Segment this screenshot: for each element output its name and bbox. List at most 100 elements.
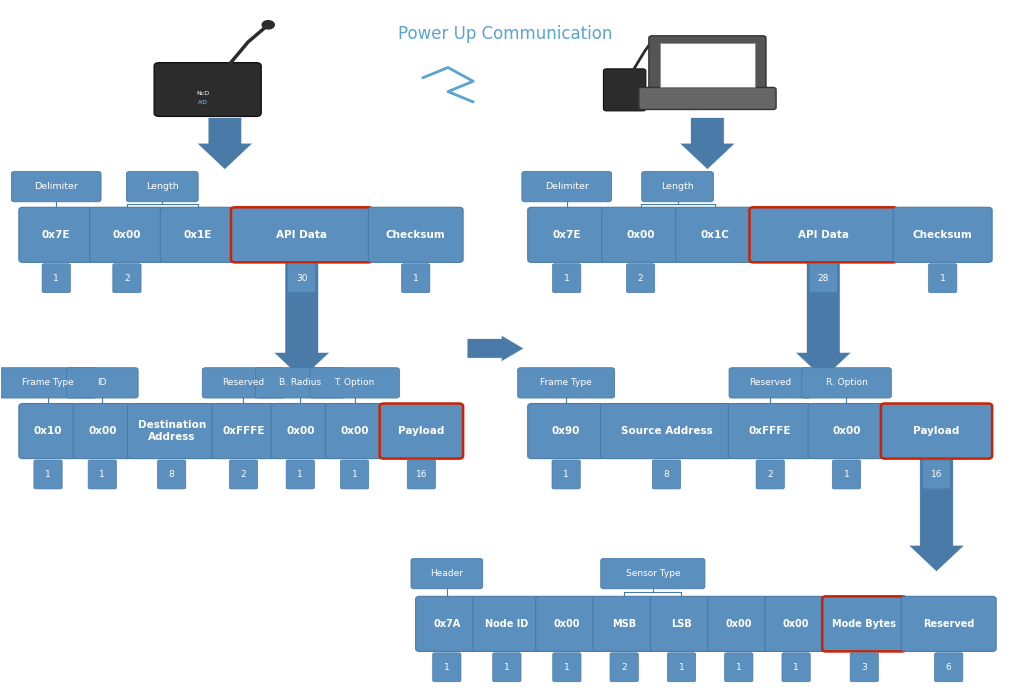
FancyBboxPatch shape xyxy=(593,596,655,651)
Text: 6: 6 xyxy=(946,663,951,672)
Text: 0x10: 0x10 xyxy=(33,426,63,436)
Text: 0x90: 0x90 xyxy=(552,426,580,436)
Text: 0x00: 0x00 xyxy=(341,426,369,436)
FancyBboxPatch shape xyxy=(271,404,330,459)
Text: 1: 1 xyxy=(563,470,569,479)
Text: API Data: API Data xyxy=(276,230,328,240)
Text: 0x00: 0x00 xyxy=(627,230,655,240)
FancyBboxPatch shape xyxy=(407,460,436,489)
Text: NcD: NcD xyxy=(196,91,209,96)
FancyBboxPatch shape xyxy=(708,596,770,651)
FancyBboxPatch shape xyxy=(518,368,615,398)
Text: 0x00: 0x00 xyxy=(286,426,314,436)
FancyBboxPatch shape xyxy=(256,368,345,398)
FancyArrow shape xyxy=(796,263,851,379)
FancyBboxPatch shape xyxy=(649,36,766,94)
FancyArrow shape xyxy=(467,335,524,362)
Text: 0xFFFE: 0xFFFE xyxy=(222,426,265,436)
Text: 8: 8 xyxy=(169,470,175,479)
FancyBboxPatch shape xyxy=(650,596,713,651)
FancyBboxPatch shape xyxy=(212,404,275,459)
Text: 1: 1 xyxy=(564,274,569,283)
Text: Length: Length xyxy=(146,182,179,191)
FancyBboxPatch shape xyxy=(934,653,962,682)
Text: 1: 1 xyxy=(444,663,450,672)
FancyBboxPatch shape xyxy=(326,404,384,459)
FancyBboxPatch shape xyxy=(725,653,753,682)
Text: Node ID: Node ID xyxy=(485,619,529,629)
FancyBboxPatch shape xyxy=(536,596,599,651)
Text: 1: 1 xyxy=(678,663,684,672)
Text: 0x00: 0x00 xyxy=(726,619,752,629)
FancyBboxPatch shape xyxy=(473,596,541,651)
FancyBboxPatch shape xyxy=(749,207,897,262)
FancyArrow shape xyxy=(679,118,735,170)
FancyBboxPatch shape xyxy=(401,264,430,293)
Text: 1: 1 xyxy=(843,470,849,479)
FancyBboxPatch shape xyxy=(309,368,399,398)
Text: 0x1C: 0x1C xyxy=(700,230,729,240)
Text: 1: 1 xyxy=(564,663,570,672)
Text: 2: 2 xyxy=(622,663,627,672)
FancyBboxPatch shape xyxy=(809,264,837,293)
Text: T. Option: T. Option xyxy=(335,378,375,387)
FancyBboxPatch shape xyxy=(202,368,285,398)
FancyBboxPatch shape xyxy=(639,88,776,110)
FancyBboxPatch shape xyxy=(553,264,581,293)
Text: 0x7E: 0x7E xyxy=(42,230,71,240)
FancyBboxPatch shape xyxy=(660,43,755,87)
FancyBboxPatch shape xyxy=(553,653,581,682)
FancyBboxPatch shape xyxy=(601,404,732,459)
FancyBboxPatch shape xyxy=(341,460,369,489)
FancyBboxPatch shape xyxy=(528,207,606,262)
FancyBboxPatch shape xyxy=(552,460,580,489)
Text: Frame Type: Frame Type xyxy=(22,378,74,387)
FancyBboxPatch shape xyxy=(416,596,478,651)
FancyBboxPatch shape xyxy=(602,207,679,262)
FancyBboxPatch shape xyxy=(492,653,521,682)
FancyBboxPatch shape xyxy=(67,368,139,398)
Text: 2: 2 xyxy=(124,274,129,283)
Text: 0x7A: 0x7A xyxy=(433,619,460,629)
Text: Delimiter: Delimiter xyxy=(545,182,588,191)
Text: 16: 16 xyxy=(931,470,942,479)
FancyBboxPatch shape xyxy=(601,558,705,589)
Text: ID: ID xyxy=(97,378,107,387)
FancyBboxPatch shape xyxy=(88,460,116,489)
Text: R. Option: R. Option xyxy=(826,378,867,387)
FancyBboxPatch shape xyxy=(19,404,77,459)
Text: 1: 1 xyxy=(412,274,419,283)
Text: 0x7E: 0x7E xyxy=(552,230,581,240)
FancyBboxPatch shape xyxy=(90,207,165,262)
FancyBboxPatch shape xyxy=(832,460,860,489)
Text: Checksum: Checksum xyxy=(913,230,973,240)
FancyBboxPatch shape xyxy=(380,404,463,459)
Text: 1: 1 xyxy=(352,470,358,479)
Text: LSB: LSB xyxy=(671,619,692,629)
FancyBboxPatch shape xyxy=(808,404,885,459)
Text: Payload: Payload xyxy=(913,426,959,436)
Text: Sensor Type: Sensor Type xyxy=(626,569,680,578)
Text: 1: 1 xyxy=(736,663,742,672)
FancyBboxPatch shape xyxy=(126,172,198,201)
Text: 1: 1 xyxy=(45,470,51,479)
Text: 2: 2 xyxy=(241,470,247,479)
FancyBboxPatch shape xyxy=(729,368,812,398)
Text: 0xFFFE: 0xFFFE xyxy=(749,426,792,436)
FancyBboxPatch shape xyxy=(522,172,612,201)
FancyBboxPatch shape xyxy=(11,172,101,201)
Text: 0x00: 0x00 xyxy=(832,426,860,436)
Text: Payload: Payload xyxy=(398,426,445,436)
Text: 1: 1 xyxy=(794,663,799,672)
Text: 8: 8 xyxy=(663,470,669,479)
Text: 1: 1 xyxy=(297,470,303,479)
Text: 2: 2 xyxy=(767,470,773,479)
FancyBboxPatch shape xyxy=(113,264,142,293)
Text: 28: 28 xyxy=(818,274,829,283)
FancyBboxPatch shape xyxy=(161,207,235,262)
FancyBboxPatch shape xyxy=(928,264,956,293)
FancyBboxPatch shape xyxy=(286,460,314,489)
Text: 1: 1 xyxy=(99,470,105,479)
FancyBboxPatch shape xyxy=(728,404,812,459)
Text: Frame Type: Frame Type xyxy=(540,378,592,387)
